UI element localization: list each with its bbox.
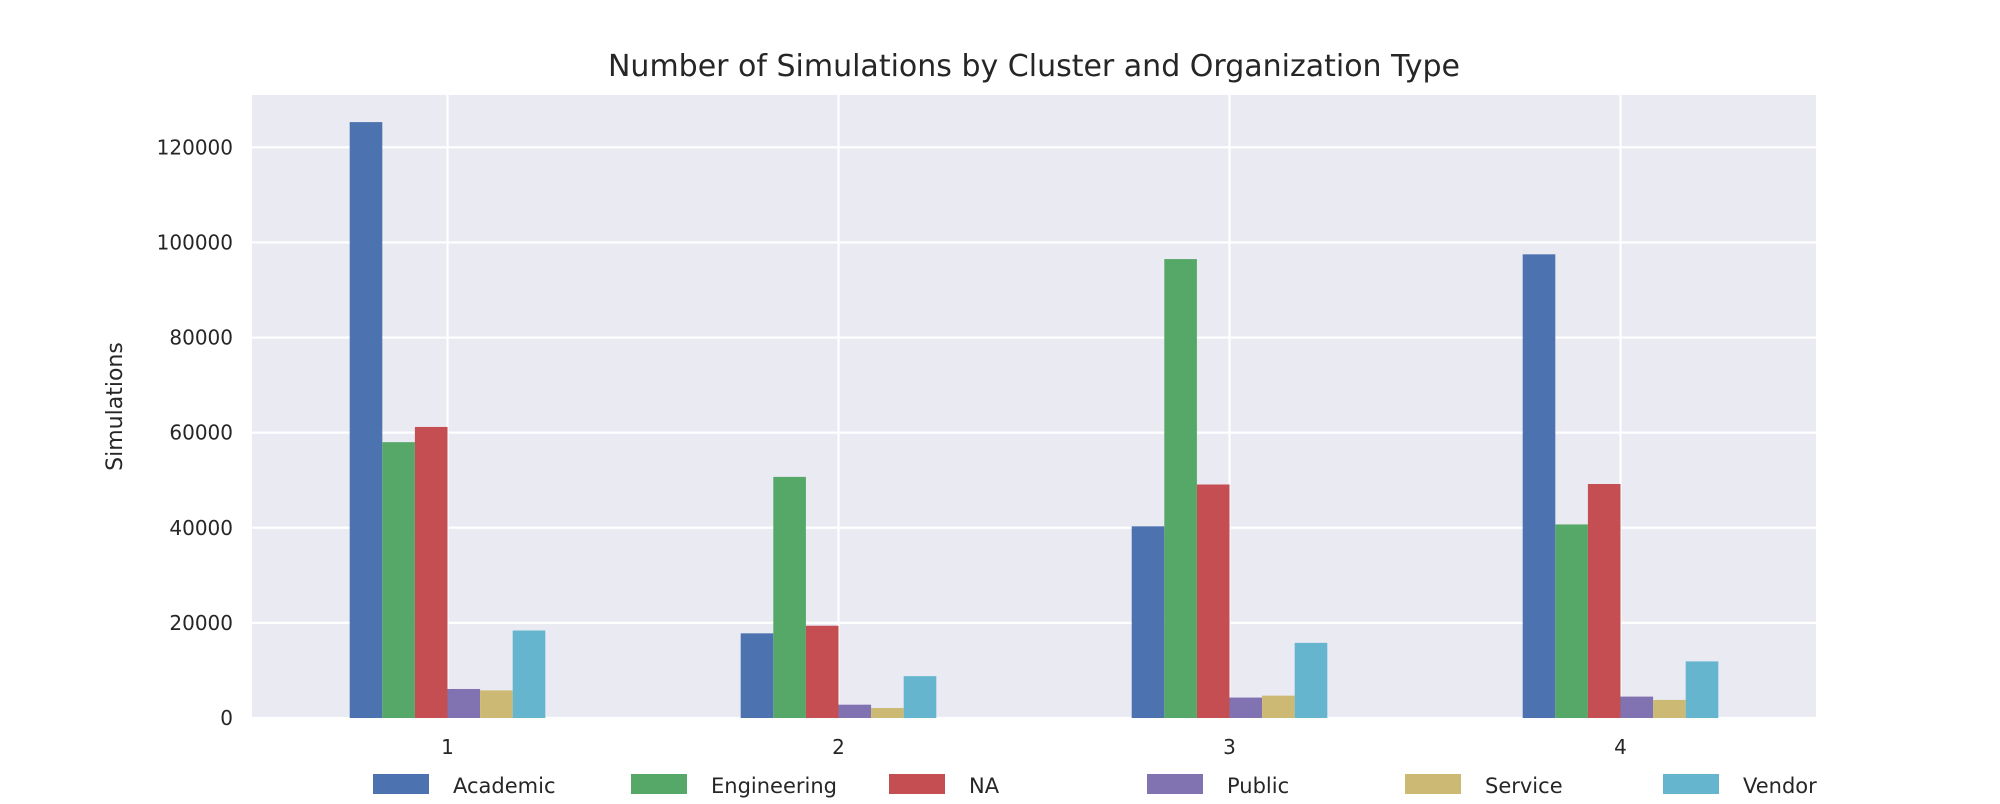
- bar-engineering-2: [773, 476, 806, 718]
- legend-label-na: NA: [969, 774, 1000, 798]
- bar-na-3: [1196, 484, 1230, 718]
- bar-public-1: [447, 688, 481, 718]
- bar-na-4: [1587, 484, 1621, 718]
- bar-public-2: [838, 704, 872, 718]
- chart-title: Number of Simulations by Cluster and Org…: [608, 49, 1460, 84]
- x-tick-labels: 1 2 3 4: [441, 735, 1627, 759]
- bar-academic-3: [1131, 526, 1165, 718]
- legend-label-service: Service: [1485, 774, 1563, 798]
- bar-na-1: [414, 426, 448, 718]
- bar-vendor-4: [1685, 661, 1719, 718]
- legend-swatch-public: [1147, 774, 1203, 794]
- bar-vendor-1: [512, 630, 546, 718]
- y-tick-label: 100000: [157, 230, 233, 254]
- x-tick-label: 4: [1614, 735, 1627, 759]
- bar-engineering-3: [1164, 259, 1197, 718]
- y-tick-labels: 0 20000 40000 60000 80000 100000 120000: [157, 135, 233, 730]
- bar-engineering-1: [382, 442, 415, 718]
- x-tick-label: 3: [1223, 735, 1236, 759]
- bar-service-3: [1262, 695, 1295, 718]
- legend-label-vendor: Vendor: [1743, 774, 1817, 798]
- bar-service-4: [1653, 699, 1686, 718]
- legend-swatch-na: [889, 774, 945, 794]
- legend-swatch-academic: [373, 774, 429, 794]
- y-axis-label: Simulations: [103, 342, 128, 471]
- y-tick-label: 20000: [169, 611, 233, 635]
- legend-label-public: Public: [1227, 774, 1289, 798]
- legend-label-engineering: Engineering: [711, 774, 837, 798]
- y-tick-label: 60000: [169, 421, 233, 445]
- x-tick-label: 2: [832, 735, 845, 759]
- legend-label-academic: Academic: [453, 774, 556, 798]
- bar-public-3: [1229, 697, 1263, 718]
- bars: [349, 122, 1719, 719]
- y-tick-label: 80000: [169, 326, 233, 350]
- bar-vendor-2: [903, 676, 937, 718]
- bar-vendor-3: [1294, 642, 1328, 718]
- bar-academic-4: [1522, 254, 1556, 719]
- legend-swatch-engineering: [631, 774, 687, 794]
- legend: Academic Engineering NA Public Service Vendor: [373, 774, 1817, 798]
- x-tick-label: 1: [441, 735, 454, 759]
- bar-public-4: [1620, 696, 1654, 718]
- legend-swatch-vendor: [1663, 774, 1719, 794]
- y-tick-label: 0: [220, 706, 233, 730]
- bar-academic-1: [349, 122, 383, 718]
- bar-service-2: [871, 708, 904, 718]
- bar-academic-2: [740, 633, 774, 718]
- y-tick-label: 120000: [157, 135, 233, 159]
- bar-service-1: [480, 690, 513, 718]
- legend-swatch-service: [1405, 774, 1461, 794]
- bar-engineering-4: [1555, 524, 1588, 718]
- y-tick-label: 40000: [169, 516, 233, 540]
- bar-na-2: [805, 625, 839, 718]
